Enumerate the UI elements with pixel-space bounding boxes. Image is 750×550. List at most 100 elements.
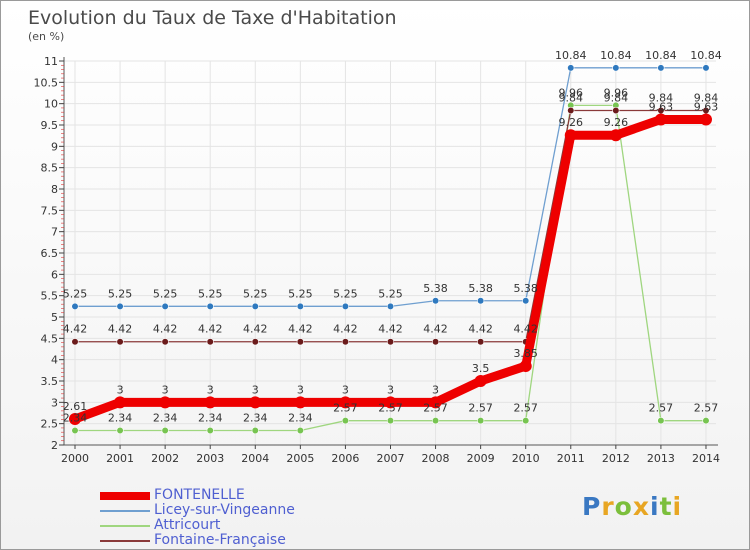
data-label: 2.57 [513,402,538,415]
y-tick-label: 10 [44,98,58,111]
data-label: 5.25 [108,287,133,300]
data-label: 3 [252,383,259,396]
data-point [522,417,530,425]
x-tick-label: 2004 [241,452,269,465]
x-tick-label: 2011 [557,452,585,465]
x-tick-label: 2007 [376,452,404,465]
data-label: 4.42 [198,323,223,336]
x-tick-label: 2003 [196,452,224,465]
data-label: 2.57 [649,402,674,415]
data-point [206,338,214,346]
y-tick-label: 8.5 [41,162,59,175]
data-label: 2.34 [108,411,133,424]
data-label: 3.85 [513,347,538,360]
data-label: 4.42 [153,323,178,336]
data-label: 9.84 [694,91,719,104]
data-point [159,396,172,409]
logo-letter: x [632,492,650,521]
logo-letter: r [601,492,615,521]
data-label: 9.26 [604,116,629,129]
data-point [567,64,575,72]
y-tick-label: 9 [51,140,58,153]
data-label: 4.42 [243,323,268,336]
x-tick-label: 2001 [106,452,134,465]
data-label: 4.42 [468,323,493,336]
data-point [71,302,79,310]
data-point [431,417,440,425]
data-point [386,417,395,425]
x-tick-label: 2013 [647,452,675,465]
data-label: 5.25 [243,287,268,300]
data-point [431,297,440,305]
data-point [477,338,485,346]
legend-swatch [100,510,150,512]
data-label: 3 [162,383,169,396]
data-point [294,396,307,409]
y-tick-label: 4.5 [41,332,59,345]
data-point [657,64,665,72]
data-label: 3 [387,383,394,396]
data-point [204,396,217,409]
y-tick-label: 5 [51,311,58,324]
data-label: 10.84 [645,49,677,62]
data-label: 4.42 [423,323,448,336]
y-tick-label: 10.5 [34,76,59,89]
data-point [341,302,350,310]
data-label: 9.63 [649,100,674,113]
data-point [251,338,259,346]
data-point [341,338,350,346]
legend-label: Attricourt [154,517,221,533]
data-point [564,129,577,142]
legend-label: Licey-sur-Vingeanne [154,502,295,518]
data-point [612,64,620,72]
data-label: 10.84 [555,49,587,62]
data-point [702,417,710,425]
y-tick-label: 6.5 [41,247,59,260]
data-point [114,396,127,409]
data-point [296,338,304,346]
data-point [386,302,395,310]
data-label: 9.84 [559,91,584,104]
x-tick-label: 2008 [422,452,450,465]
data-label: 5.25 [198,287,223,300]
data-label: 9.63 [694,100,719,113]
legend-swatch [100,492,150,500]
data-point [161,302,169,310]
data-label: 5.38 [423,282,448,295]
data-point [567,106,575,115]
data-label: 10.84 [690,49,722,62]
data-label: 9.26 [559,116,584,129]
data-label: 5.25 [153,287,178,300]
data-point [657,417,665,425]
y-tick-label: 2.5 [41,418,59,431]
data-point [69,412,81,425]
data-label: 3 [207,383,214,396]
data-point [386,338,395,346]
data-label: 2.57 [694,402,719,415]
y-tick-label: 4 [51,354,58,367]
data-label: 5.38 [468,282,493,295]
data-point [296,426,304,435]
data-point [474,375,487,387]
data-point [251,302,259,310]
data-label: 5.25 [378,287,403,300]
logo-letter: i [672,492,683,521]
data-label: 9.84 [649,91,674,104]
y-tick-label: 3 [51,396,58,409]
data-point [431,338,440,346]
data-label: 5.38 [513,282,538,295]
data-point [71,338,79,346]
data-point [206,426,214,435]
data-label: 4.42 [333,323,358,336]
y-tick-label: 6 [51,268,58,281]
data-point [251,426,259,435]
data-label: 5.25 [63,287,88,300]
data-point [339,396,352,409]
data-point [341,417,350,425]
x-tick-label: 2000 [61,452,89,465]
data-label: 2.57 [423,402,448,415]
data-point [477,417,485,425]
proxiti-logo: Proxiti [582,492,682,521]
legend-swatch [100,540,150,542]
